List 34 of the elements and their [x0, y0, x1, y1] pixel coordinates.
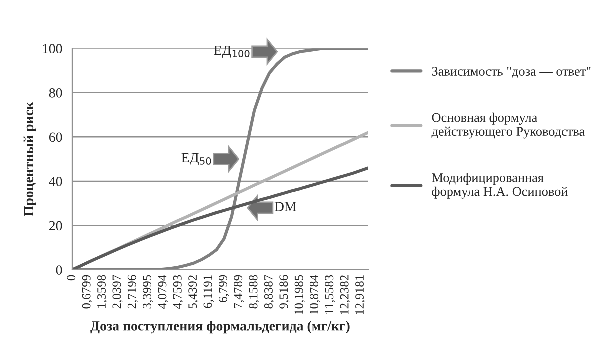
- annotation: ЕД$_{100}$: [214, 46, 250, 58]
- x-tick-label: 7,4789: [234, 275, 244, 308]
- x-tick-label: 10,1985: [294, 275, 306, 314]
- x-tick-label: 4,7593: [173, 275, 184, 309]
- y-axis-title: Процентный риск: [24, 102, 36, 216]
- x-tick-label: 1,3598: [98, 275, 108, 308]
- y-tick-label: 40: [49, 177, 62, 186]
- x-tick-label: 2,0397: [112, 275, 123, 309]
- x-axis-title: Доза поступления формальдегида (мг/кг): [90, 321, 350, 334]
- x-tick-label: 3,3995: [143, 275, 154, 309]
- legend-label: Основная формула действующего Руководства: [432, 112, 585, 139]
- x-tick-label: 8,8387: [264, 275, 275, 309]
- x-tick-label: 12,9181: [356, 276, 366, 314]
- y-tick-label: 100: [43, 44, 62, 54]
- y-tick-label: 0: [56, 266, 62, 275]
- x-tick-label: 5,4392: [188, 276, 199, 309]
- x-tick-label: 11,5583: [325, 275, 336, 314]
- y-tick-label: 20: [49, 221, 62, 231]
- y-tick-label: 80: [49, 88, 62, 98]
- x-tick-label: 0: [67, 275, 76, 281]
- x-tick-label: 6,799: [218, 275, 230, 302]
- x-tick-label: 10,8784: [310, 275, 320, 314]
- y-tick-label: 60: [49, 132, 62, 142]
- x-tick-label: 4,0794: [158, 275, 168, 309]
- x-tick-label: 2,7196: [128, 275, 138, 309]
- x-tick-label: 6,1191: [204, 276, 214, 308]
- x-tick-label: 12,2382: [340, 276, 351, 314]
- legend-label: Зависимость "доза — ответ": [432, 67, 591, 78]
- annotation: DM: [274, 202, 296, 212]
- legend-label: Модифицированная формула Н.А. Осиповой: [432, 173, 568, 199]
- annotation: ЕД$_{50}$: [182, 153, 212, 166]
- x-tick-label: 9,5186: [280, 275, 290, 309]
- x-tick-label: 0,6799: [82, 275, 93, 309]
- x-tick-label: 8,1588: [249, 275, 260, 309]
